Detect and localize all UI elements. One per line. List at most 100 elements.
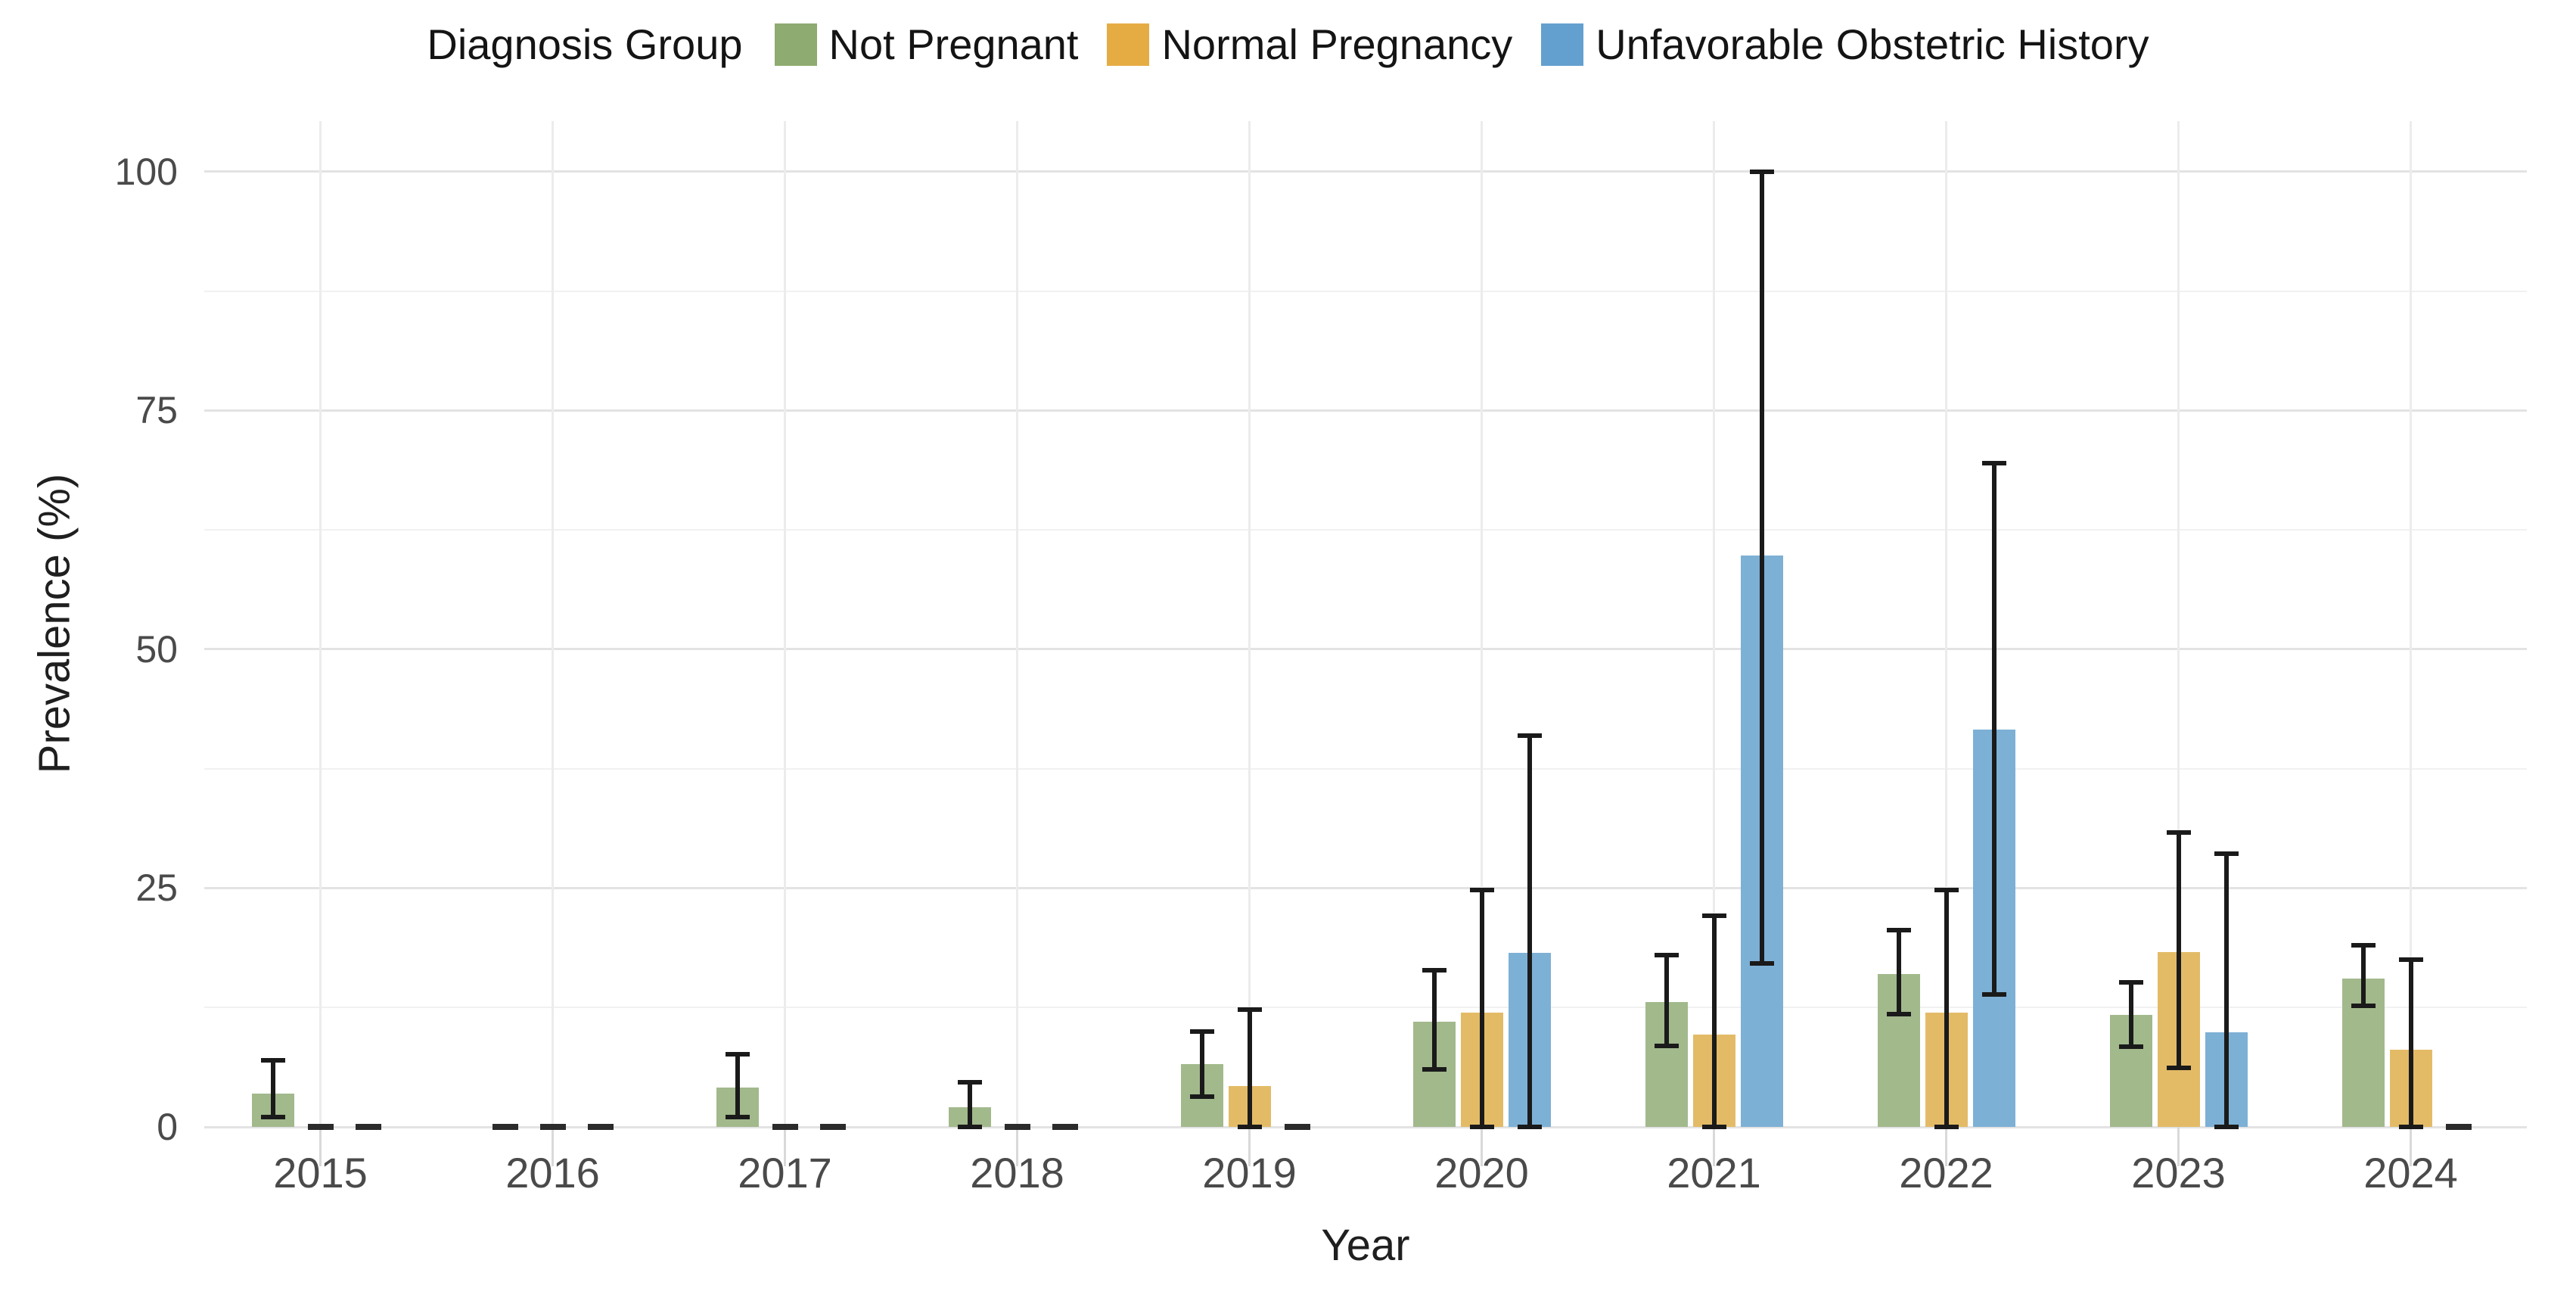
- x-tick-label: 2019: [1202, 1149, 1297, 1197]
- errorbar-cap-top-2024-not-pregnant: [2351, 943, 2376, 948]
- gridline-vertical: [1481, 121, 1483, 1127]
- errorbar-cap-bottom-2021-normal-pregnancy: [1701, 1125, 1726, 1129]
- x-tick-label: 2017: [738, 1149, 832, 1197]
- errorbar-cap-bottom-2021-unfavorable-obstetric-history: [1749, 961, 1774, 966]
- errorbar-cap-bottom-2020-normal-pregnancy: [1469, 1125, 1494, 1129]
- errorbar-line-2023-not-pregnant: [2128, 982, 2133, 1047]
- x-axis-tick: [319, 1127, 322, 1166]
- legend-swatch-icon: [1107, 23, 1150, 66]
- y-tick-label: 100: [114, 150, 178, 193]
- zero-bar-dash-2017-unfavorable-obstetric-history: [819, 1124, 846, 1130]
- errorbar-cap-bottom-2022-not-pregnant: [1886, 1012, 1911, 1017]
- errorbar-cap-top-2022-unfavorable-obstetric-history: [1981, 460, 2006, 465]
- errorbar-cap-bottom-2023-unfavorable-obstetric-history: [2214, 1125, 2239, 1129]
- errorbar-cap-bottom-2021-not-pregnant: [1654, 1043, 1679, 1048]
- x-axis-tick: [1248, 1127, 1251, 1166]
- errorbar-cap-bottom-2018-not-pregnant: [957, 1125, 982, 1129]
- errorbar-cap-bottom-2022-normal-pregnancy: [1934, 1125, 1959, 1129]
- zero-bar-dash-2018-unfavorable-obstetric-history: [1052, 1124, 1078, 1130]
- errorbar-line-2024-normal-pregnancy: [2408, 960, 2413, 1127]
- zero-bar-dash-2018-normal-pregnancy: [1004, 1124, 1030, 1130]
- errorbar-cap-top-2023-unfavorable-obstetric-history: [2214, 851, 2239, 857]
- legend-item-label: Normal Pregnancy: [1161, 20, 1513, 68]
- gridline-vertical: [2177, 121, 2180, 1127]
- errorbar-cap-bottom-2017-not-pregnant: [725, 1115, 750, 1120]
- errorbar-cap-bottom-2019-not-pregnant: [1189, 1094, 1214, 1099]
- errorbar-cap-top-2021-normal-pregnancy: [1701, 913, 1726, 919]
- errorbar-line-2024-not-pregnant: [2360, 945, 2366, 1006]
- errorbar-line-2017-not-pregnant: [735, 1054, 740, 1118]
- errorbar-cap-bottom-2019-normal-pregnancy: [1237, 1125, 1262, 1129]
- gridline-vertical: [319, 121, 322, 1127]
- errorbar-line-2020-unfavorable-obstetric-history: [1527, 735, 1532, 1127]
- zero-bar-dash-2015-normal-pregnancy: [307, 1124, 334, 1130]
- errorbar-line-2019-not-pregnant: [1199, 1031, 1204, 1097]
- errorbar-cap-top-2021-not-pregnant: [1654, 952, 1679, 957]
- x-tick-label: 2023: [2131, 1149, 2226, 1197]
- plot-panel: [204, 121, 2527, 1166]
- errorbar-cap-top-2020-not-pregnant: [1422, 968, 1446, 973]
- x-tick-label: 2016: [505, 1149, 600, 1197]
- errorbar-cap-top-2023-normal-pregnancy: [2166, 830, 2191, 836]
- legend: Diagnosis Group Not Pregnant Normal Pregn…: [0, 20, 2576, 69]
- x-axis-tick: [1713, 1127, 1715, 1166]
- errorbar-line-2022-unfavorable-obstetric-history: [1991, 462, 1996, 994]
- gridline-major: [204, 409, 2527, 412]
- y-tick-label: 25: [135, 867, 178, 910]
- errorbar-line-2018-not-pregnant: [967, 1081, 972, 1127]
- gridline-major: [204, 886, 2527, 889]
- errorbar-line-2020-not-pregnant: [1431, 970, 1437, 1070]
- errorbar-cap-bottom-2022-unfavorable-obstetric-history: [1981, 991, 2006, 997]
- gridline-vertical: [1713, 121, 1715, 1127]
- y-tick-label: 50: [135, 627, 178, 671]
- errorbar-cap-bottom-2020-not-pregnant: [1422, 1067, 1446, 1072]
- errorbar-cap-bottom-2015-not-pregnant: [260, 1115, 285, 1120]
- gridline-minor: [204, 290, 2527, 292]
- errorbar-cap-top-2018-not-pregnant: [957, 1079, 982, 1085]
- gridline-vertical: [784, 121, 786, 1127]
- zero-bar-dash-2016-not-pregnant: [492, 1124, 518, 1130]
- errorbar-line-2019-normal-pregnancy: [1247, 1009, 1252, 1127]
- errorbar-line-2022-not-pregnant: [1896, 930, 1901, 1015]
- errorbar-line-2021-unfavorable-obstetric-history: [1759, 171, 1764, 964]
- errorbar-cap-bottom-2023-normal-pregnancy: [2166, 1065, 2191, 1070]
- zero-bar-dash-2019-unfavorable-obstetric-history: [1284, 1124, 1310, 1130]
- gridline-minor: [204, 1007, 2527, 1009]
- errorbar-line-2023-unfavorable-obstetric-history: [2223, 854, 2229, 1127]
- x-axis-tick: [2177, 1127, 2180, 1166]
- errorbar-cap-bottom-2023-not-pregnant: [2118, 1044, 2143, 1049]
- zero-bar-dash-2024-unfavorable-obstetric-history: [2445, 1124, 2472, 1130]
- legend-item-label: Unfavorable Obstetric History: [1596, 20, 2149, 68]
- x-axis-title: Year: [1321, 1221, 1410, 1270]
- zero-bar-dash-2017-normal-pregnancy: [772, 1124, 798, 1130]
- legend-swatch-icon: [774, 23, 817, 66]
- errorbar-line-2021-normal-pregnancy: [1711, 916, 1717, 1127]
- legend-swatch-icon: [1541, 23, 1584, 66]
- errorbar-cap-bottom-2020-unfavorable-obstetric-history: [1517, 1125, 1542, 1129]
- x-tick-label: 2018: [970, 1149, 1064, 1197]
- gridline-vertical: [552, 121, 554, 1127]
- gridline-minor: [204, 767, 2527, 770]
- legend-title: Diagnosis Group: [427, 20, 743, 68]
- errorbar-cap-top-2022-not-pregnant: [1886, 928, 1911, 933]
- errorbar-cap-bottom-2024-normal-pregnancy: [2398, 1125, 2423, 1129]
- errorbar-line-2015-not-pregnant: [270, 1060, 275, 1118]
- errorbar-line-2020-normal-pregnancy: [1479, 890, 1484, 1127]
- errorbar-cap-top-2024-normal-pregnancy: [2398, 957, 2423, 963]
- x-axis-tick: [1016, 1127, 1018, 1166]
- x-tick-label: 2022: [1899, 1149, 1993, 1197]
- gridline-vertical: [2410, 121, 2412, 1127]
- x-axis-tick: [2410, 1127, 2412, 1166]
- y-tick-label: 75: [135, 389, 178, 432]
- y-tick-label: 0: [157, 1106, 178, 1148]
- zero-bar-dash-2015-unfavorable-obstetric-history: [355, 1124, 381, 1130]
- errorbar-cap-top-2015-not-pregnant: [260, 1057, 285, 1063]
- errorbar-line-2023-normal-pregnancy: [2176, 833, 2181, 1068]
- errorbar-cap-top-2019-not-pregnant: [1189, 1029, 1214, 1034]
- x-tick-label: 2015: [273, 1149, 368, 1197]
- errorbar-cap-top-2021-unfavorable-obstetric-history: [1749, 169, 1774, 174]
- x-tick-label: 2020: [1434, 1149, 1529, 1197]
- y-axis-tick-labels: 0 25 50 75 100: [0, 121, 185, 1146]
- errorbar-cap-top-2022-normal-pregnancy: [1934, 888, 1959, 892]
- zero-bar-dash-2016-normal-pregnancy: [539, 1124, 566, 1130]
